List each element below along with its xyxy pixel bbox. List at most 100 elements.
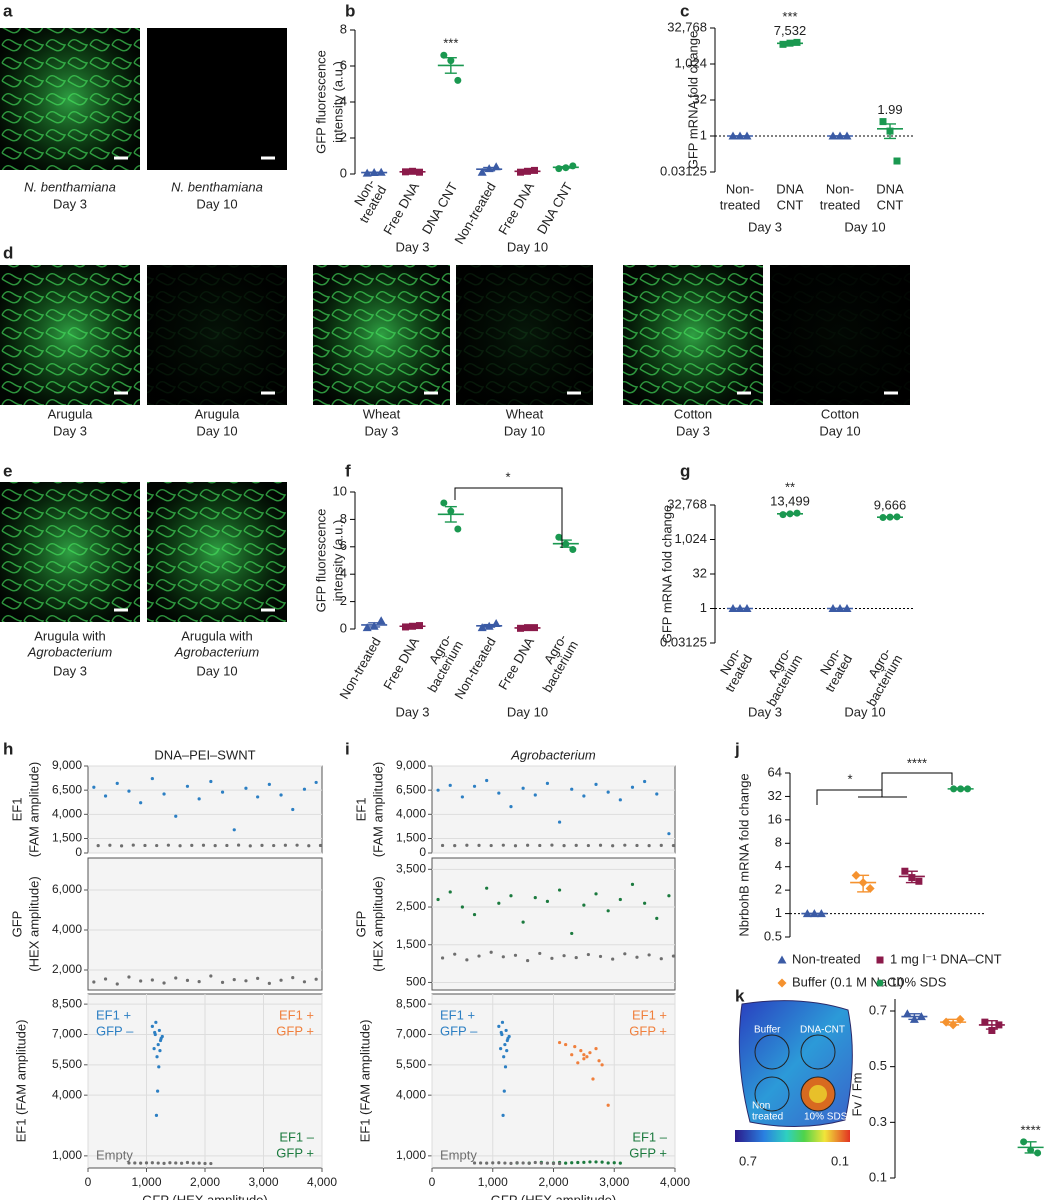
droplet xyxy=(635,843,639,848)
colorbar-label: 0.7 xyxy=(739,1153,757,1168)
y-axis-label: intensity (a.u.) xyxy=(330,520,345,602)
droplet xyxy=(576,1061,580,1065)
droplet xyxy=(513,844,518,848)
droplet xyxy=(166,843,170,847)
y-tick-label: 1 xyxy=(700,127,707,142)
y-tick-label: 6,500 xyxy=(52,782,82,796)
y-tick-label: 2,500 xyxy=(396,899,426,913)
droplet xyxy=(655,916,659,920)
droplet xyxy=(515,1161,519,1165)
y-tick-label: 4,000 xyxy=(396,807,426,821)
droplet xyxy=(168,1161,172,1165)
droplet xyxy=(158,1038,163,1043)
plot-area xyxy=(87,765,323,854)
y-axis-label: GFP fluorescence xyxy=(313,509,328,613)
image-caption: Arugula with xyxy=(181,628,253,643)
droplet xyxy=(562,844,566,848)
droplet xyxy=(440,843,445,848)
droplet xyxy=(156,1089,160,1093)
droplet xyxy=(630,882,635,887)
legend-marker xyxy=(777,955,787,964)
y-axis-label: intensity (a.u.) xyxy=(330,61,345,143)
droplet xyxy=(509,1161,513,1165)
significance: *** xyxy=(443,36,458,51)
droplet xyxy=(582,1160,586,1164)
significance: ** xyxy=(785,480,795,495)
quadrant-label: Empty xyxy=(440,1147,477,1162)
droplet xyxy=(477,954,481,958)
droplet xyxy=(527,1161,531,1165)
droplet xyxy=(279,978,283,982)
x-tick-label: 3,000 xyxy=(599,1175,629,1189)
y-tick-label: 32 xyxy=(693,565,707,580)
y-tick-label: 32 xyxy=(768,788,782,803)
y-tick-label: 1,500 xyxy=(52,831,82,845)
y-tick-label: 4 xyxy=(340,93,347,108)
panel-letter: f xyxy=(345,461,351,480)
y-tick-label: 32,768 xyxy=(667,19,707,34)
data-point xyxy=(901,867,909,875)
droplet xyxy=(133,1161,137,1165)
significance-bracket xyxy=(454,487,563,548)
y-tick-label: 0.5 xyxy=(764,928,782,943)
x-tick-label: DNA CNT xyxy=(534,180,576,237)
droplet xyxy=(499,1047,503,1051)
droplet xyxy=(574,955,578,960)
leaf-label: DNA-CNT xyxy=(800,1025,845,1036)
y-tick-label: 1,500 xyxy=(396,937,426,951)
droplet xyxy=(103,977,108,981)
droplet xyxy=(150,1161,154,1165)
micrograph-cells xyxy=(0,482,140,622)
droplet xyxy=(260,843,264,847)
droplet xyxy=(501,843,505,847)
x-tick-label: CNT xyxy=(877,197,904,212)
droplet xyxy=(485,1161,489,1165)
droplet xyxy=(586,843,590,848)
group-label: Day 10 xyxy=(844,704,885,719)
droplet xyxy=(150,978,154,982)
micrograph-cells xyxy=(0,28,140,170)
data-point xyxy=(893,157,901,165)
y-tick-label: 1,500 xyxy=(396,831,426,845)
colorbar xyxy=(735,1130,850,1142)
y-tick-label: 0.3 xyxy=(869,1114,887,1129)
droplet xyxy=(643,779,647,784)
droplet xyxy=(139,979,143,983)
droplet xyxy=(497,791,501,795)
droplet xyxy=(564,1042,568,1047)
droplet xyxy=(507,1034,511,1039)
y-tick-label: 4 xyxy=(775,858,782,873)
y-axis-label: GFP mRNA fold change xyxy=(659,505,674,644)
droplet xyxy=(436,897,440,902)
droplet xyxy=(127,789,131,793)
y-tick-label: 0 xyxy=(75,845,82,859)
y-axis-label: Fv / Fm xyxy=(849,1072,864,1116)
droplet xyxy=(220,790,225,794)
data-point xyxy=(988,1026,996,1034)
y-tick-label: 1,000 xyxy=(52,1148,82,1162)
x-tick-label: DNA CNT xyxy=(419,180,461,237)
y-tick-label: 2,000 xyxy=(52,962,82,976)
y-tick-label: 64 xyxy=(768,764,782,779)
image-caption: Wheat xyxy=(363,406,401,421)
data-point xyxy=(454,76,462,84)
droplet xyxy=(156,1042,160,1047)
y-tick-label: 0 xyxy=(419,845,426,859)
droplet xyxy=(448,890,452,894)
droplet xyxy=(598,954,603,959)
droplet xyxy=(618,897,622,902)
image-caption: Cotton xyxy=(821,406,859,421)
panel-letter: j xyxy=(734,739,740,758)
image-caption: Day 10 xyxy=(196,423,237,438)
droplet xyxy=(659,843,663,847)
droplet xyxy=(465,958,469,962)
chart-title: DNA–PEI–SWNT xyxy=(154,747,255,762)
droplet xyxy=(594,1047,598,1051)
x-tick-label: Free DNA xyxy=(380,179,422,237)
droplet xyxy=(504,1028,508,1033)
droplet xyxy=(502,1089,506,1093)
group-label: Day 10 xyxy=(507,704,548,719)
droplet xyxy=(232,828,236,832)
droplet xyxy=(557,1040,562,1045)
